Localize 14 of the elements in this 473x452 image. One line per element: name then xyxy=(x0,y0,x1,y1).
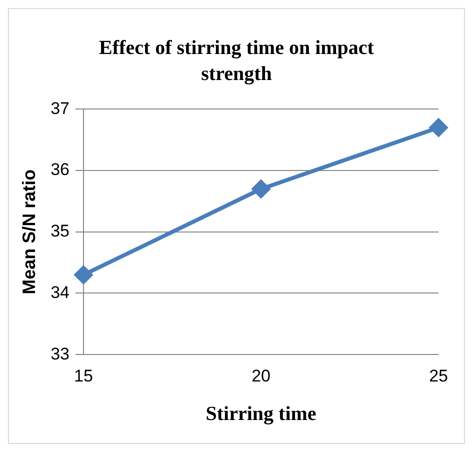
point xyxy=(430,118,448,137)
x-tick-label: 20 xyxy=(252,366,270,386)
y-tick-label: 36 xyxy=(50,160,70,180)
x-axis-title: Stirring time xyxy=(206,403,316,426)
y-tick-label: 35 xyxy=(50,222,70,241)
point xyxy=(74,266,93,284)
y-tick-label: 33 xyxy=(50,344,70,364)
x-tick-label: 25 xyxy=(429,366,448,386)
point xyxy=(252,180,270,198)
chart-title: Effect of stirring time on impact strength xyxy=(98,36,375,87)
y-tick-label: 37 xyxy=(50,98,70,118)
y-axis-title: Mean S/N ratio xyxy=(18,169,39,294)
y-tick-label: 34 xyxy=(50,282,70,302)
x-tick-label: 15 xyxy=(74,366,93,386)
